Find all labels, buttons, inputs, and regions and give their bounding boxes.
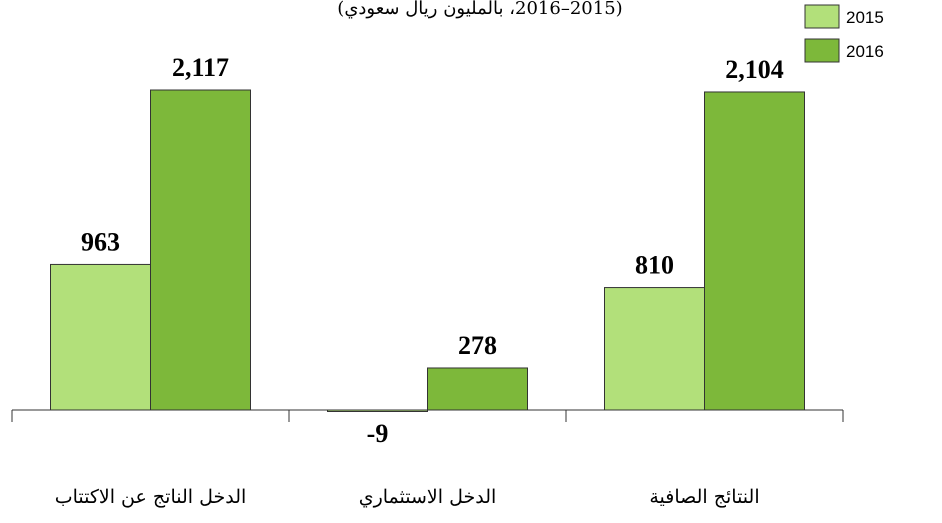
bar (50, 263, 151, 411)
value-label: 963 (81, 227, 120, 256)
legend-label: 2016 (846, 42, 884, 61)
legend-swatch (804, 4, 840, 29)
x-tick-label: النتائج الصافية (649, 486, 759, 508)
legend-label: 2015 (846, 8, 884, 27)
value-label: 278 (458, 331, 497, 360)
bar (427, 367, 528, 411)
bar (704, 91, 805, 411)
bar (604, 287, 705, 411)
x-tick-label: الدخل الاستثماري (359, 486, 497, 508)
value-label: 2,117 (172, 53, 229, 82)
value-label: -9 (367, 419, 389, 448)
bar (150, 89, 251, 411)
value-label: 2,104 (725, 55, 784, 84)
legend-swatch (804, 38, 840, 63)
chart-title: (2015–2016، بالمليون ريال سعودي) (337, 0, 622, 19)
x-tick-label: الدخل الناتج عن الاكتتاب (55, 486, 247, 508)
value-label: 810 (635, 251, 674, 280)
